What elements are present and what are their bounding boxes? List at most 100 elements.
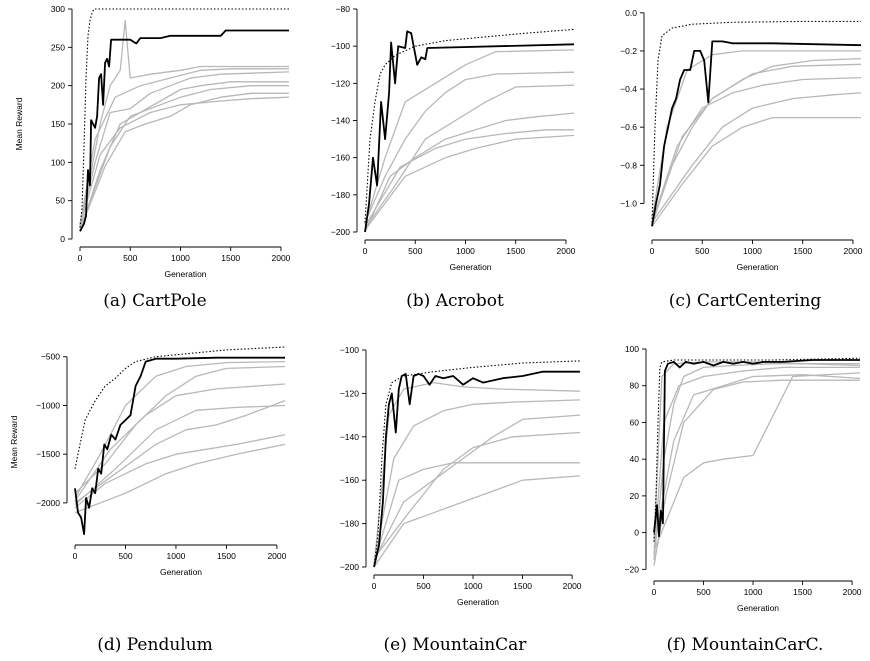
run-series-line	[653, 374, 861, 548]
subfigure-caption: (d) Pendulum	[97, 635, 213, 655]
subfigure-caption: (c) CartCentering	[669, 291, 822, 311]
y-tick-label: −0.8	[620, 160, 637, 170]
run-series-line	[373, 381, 581, 568]
mean-series-line	[653, 359, 860, 538]
x-tick-label: 0	[650, 246, 655, 256]
run-series-line	[74, 434, 286, 509]
x-axis-title: Generation	[449, 262, 491, 272]
run-series-line	[651, 76, 862, 223]
y-axis-title: Mean Reward	[14, 97, 24, 150]
run-series-line	[79, 68, 289, 226]
run-series-line	[74, 360, 286, 499]
x-tick-label: 500	[695, 246, 709, 256]
y-tick-label: 60	[630, 417, 640, 427]
mean-series-line	[651, 40, 862, 227]
best-series-line	[79, 8, 291, 228]
x-tick-label: 1500	[793, 587, 812, 597]
subfigure-caption: (e) MountainCar	[384, 635, 528, 655]
run-series-line	[79, 19, 289, 224]
run-series-line	[74, 399, 286, 504]
y-tick-label: −180	[340, 519, 359, 529]
x-tick-label: 0	[73, 551, 78, 561]
y-tick-label: −180	[331, 190, 350, 200]
run-series-line	[651, 92, 862, 223]
y-tick-label: 0	[60, 234, 65, 244]
y-tick-label: 40	[630, 454, 640, 464]
subfigure-caption: (b) Acrobot	[406, 291, 504, 311]
run-series-line	[74, 443, 286, 514]
y-tick-label: 300	[51, 4, 65, 14]
x-tick-label: 1500	[513, 581, 532, 591]
y-tick-label: 20	[630, 491, 640, 501]
run-series-line	[74, 404, 286, 506]
y-tick-label: −0.2	[620, 46, 637, 56]
chart-panel-3: 0 500 1000 1500 2000 −1.0 −0.8 −0.6 −0.4 −0.2 0.0 G…	[620, 8, 862, 311]
chart-panel-6: 0 500 1000 1500 2000 −20 0 20 40 60 80 100 Generatio…	[625, 344, 862, 655]
best-series-line	[653, 357, 861, 542]
best-series-line	[74, 346, 286, 469]
y-tick-label: −100	[331, 41, 350, 51]
y-tick-label: −140	[340, 432, 359, 442]
run-series-line	[79, 71, 290, 228]
x-tick-label: 0	[78, 253, 83, 263]
mean-series-line	[79, 29, 289, 232]
run-series-line	[373, 414, 581, 561]
x-axis-title: Generation	[736, 262, 778, 272]
run-series-line	[653, 372, 861, 552]
y-tick-label: −140	[331, 116, 350, 126]
x-tick-label: 1000	[456, 246, 475, 256]
chart-panel-4: 0 500 1000 1500 2000 −2000 −1500 −1000 −500 Gener…	[9, 346, 287, 655]
y-axis-title: Mean Reward	[9, 415, 19, 468]
y-tick-label: −200	[331, 227, 350, 237]
run-series-line	[373, 475, 581, 568]
y-tick-label: 200	[51, 81, 65, 91]
run-series-line	[653, 361, 861, 542]
y-tick-label: −20	[625, 564, 640, 574]
y-tick-label: −500	[41, 352, 60, 362]
x-tick-label: 2000	[556, 246, 575, 256]
run-series-line	[79, 85, 289, 229]
x-tick-label: 1000	[171, 253, 190, 263]
x-tick-label: 0	[652, 587, 657, 597]
best-series-line	[373, 360, 581, 568]
x-tick-label: 500	[118, 551, 132, 561]
mean-series-line	[74, 356, 285, 535]
x-tick-label: 2000	[843, 587, 862, 597]
run-series-line	[364, 84, 575, 229]
x-axis-title: Generation	[457, 597, 499, 607]
run-series-line	[364, 129, 574, 227]
y-tick-label: −160	[331, 153, 350, 163]
run-series-line	[74, 365, 286, 494]
chart-panel-2: 0 500 1000 1500 2000 −200 −180 −160 −140 −120 −100…	[331, 4, 576, 311]
run-series-line	[373, 399, 581, 565]
x-tick-label: 500	[408, 246, 422, 256]
y-tick-label: −2000	[36, 498, 60, 508]
x-tick-label: 500	[696, 587, 710, 597]
x-axis-title: Generation	[737, 603, 779, 613]
subfigure-caption: (f) MountainCarC.	[667, 635, 824, 655]
x-tick-label: 2000	[271, 253, 290, 263]
run-series-line	[651, 57, 862, 223]
run-series-line	[79, 92, 289, 231]
y-tick-label: −1000	[36, 400, 60, 410]
y-tick-label: −1500	[36, 449, 60, 459]
run-series-line	[74, 383, 286, 502]
run-series-line	[364, 134, 575, 231]
x-tick-label: 500	[416, 581, 430, 591]
chart-panel-1: 0 500 1000 1500 2000 0 50 100 150 200 250 300 Genera…	[14, 4, 291, 311]
x-tick-label: 2000	[563, 581, 582, 591]
x-tick-label: 0	[363, 246, 368, 256]
x-tick-label: 1500	[793, 246, 812, 256]
run-series-line	[364, 71, 575, 223]
y-tick-label: 0.0	[625, 8, 637, 18]
x-tick-label: 1500	[221, 253, 240, 263]
y-tick-label: −160	[340, 475, 359, 485]
x-tick-label: 1000	[464, 581, 483, 591]
x-tick-label: 500	[123, 253, 137, 263]
y-tick-label: 250	[51, 42, 65, 52]
run-series-line	[651, 63, 862, 225]
y-tick-label: −80	[336, 4, 351, 14]
x-tick-label: 1000	[744, 587, 763, 597]
mean-series-line	[373, 370, 580, 568]
